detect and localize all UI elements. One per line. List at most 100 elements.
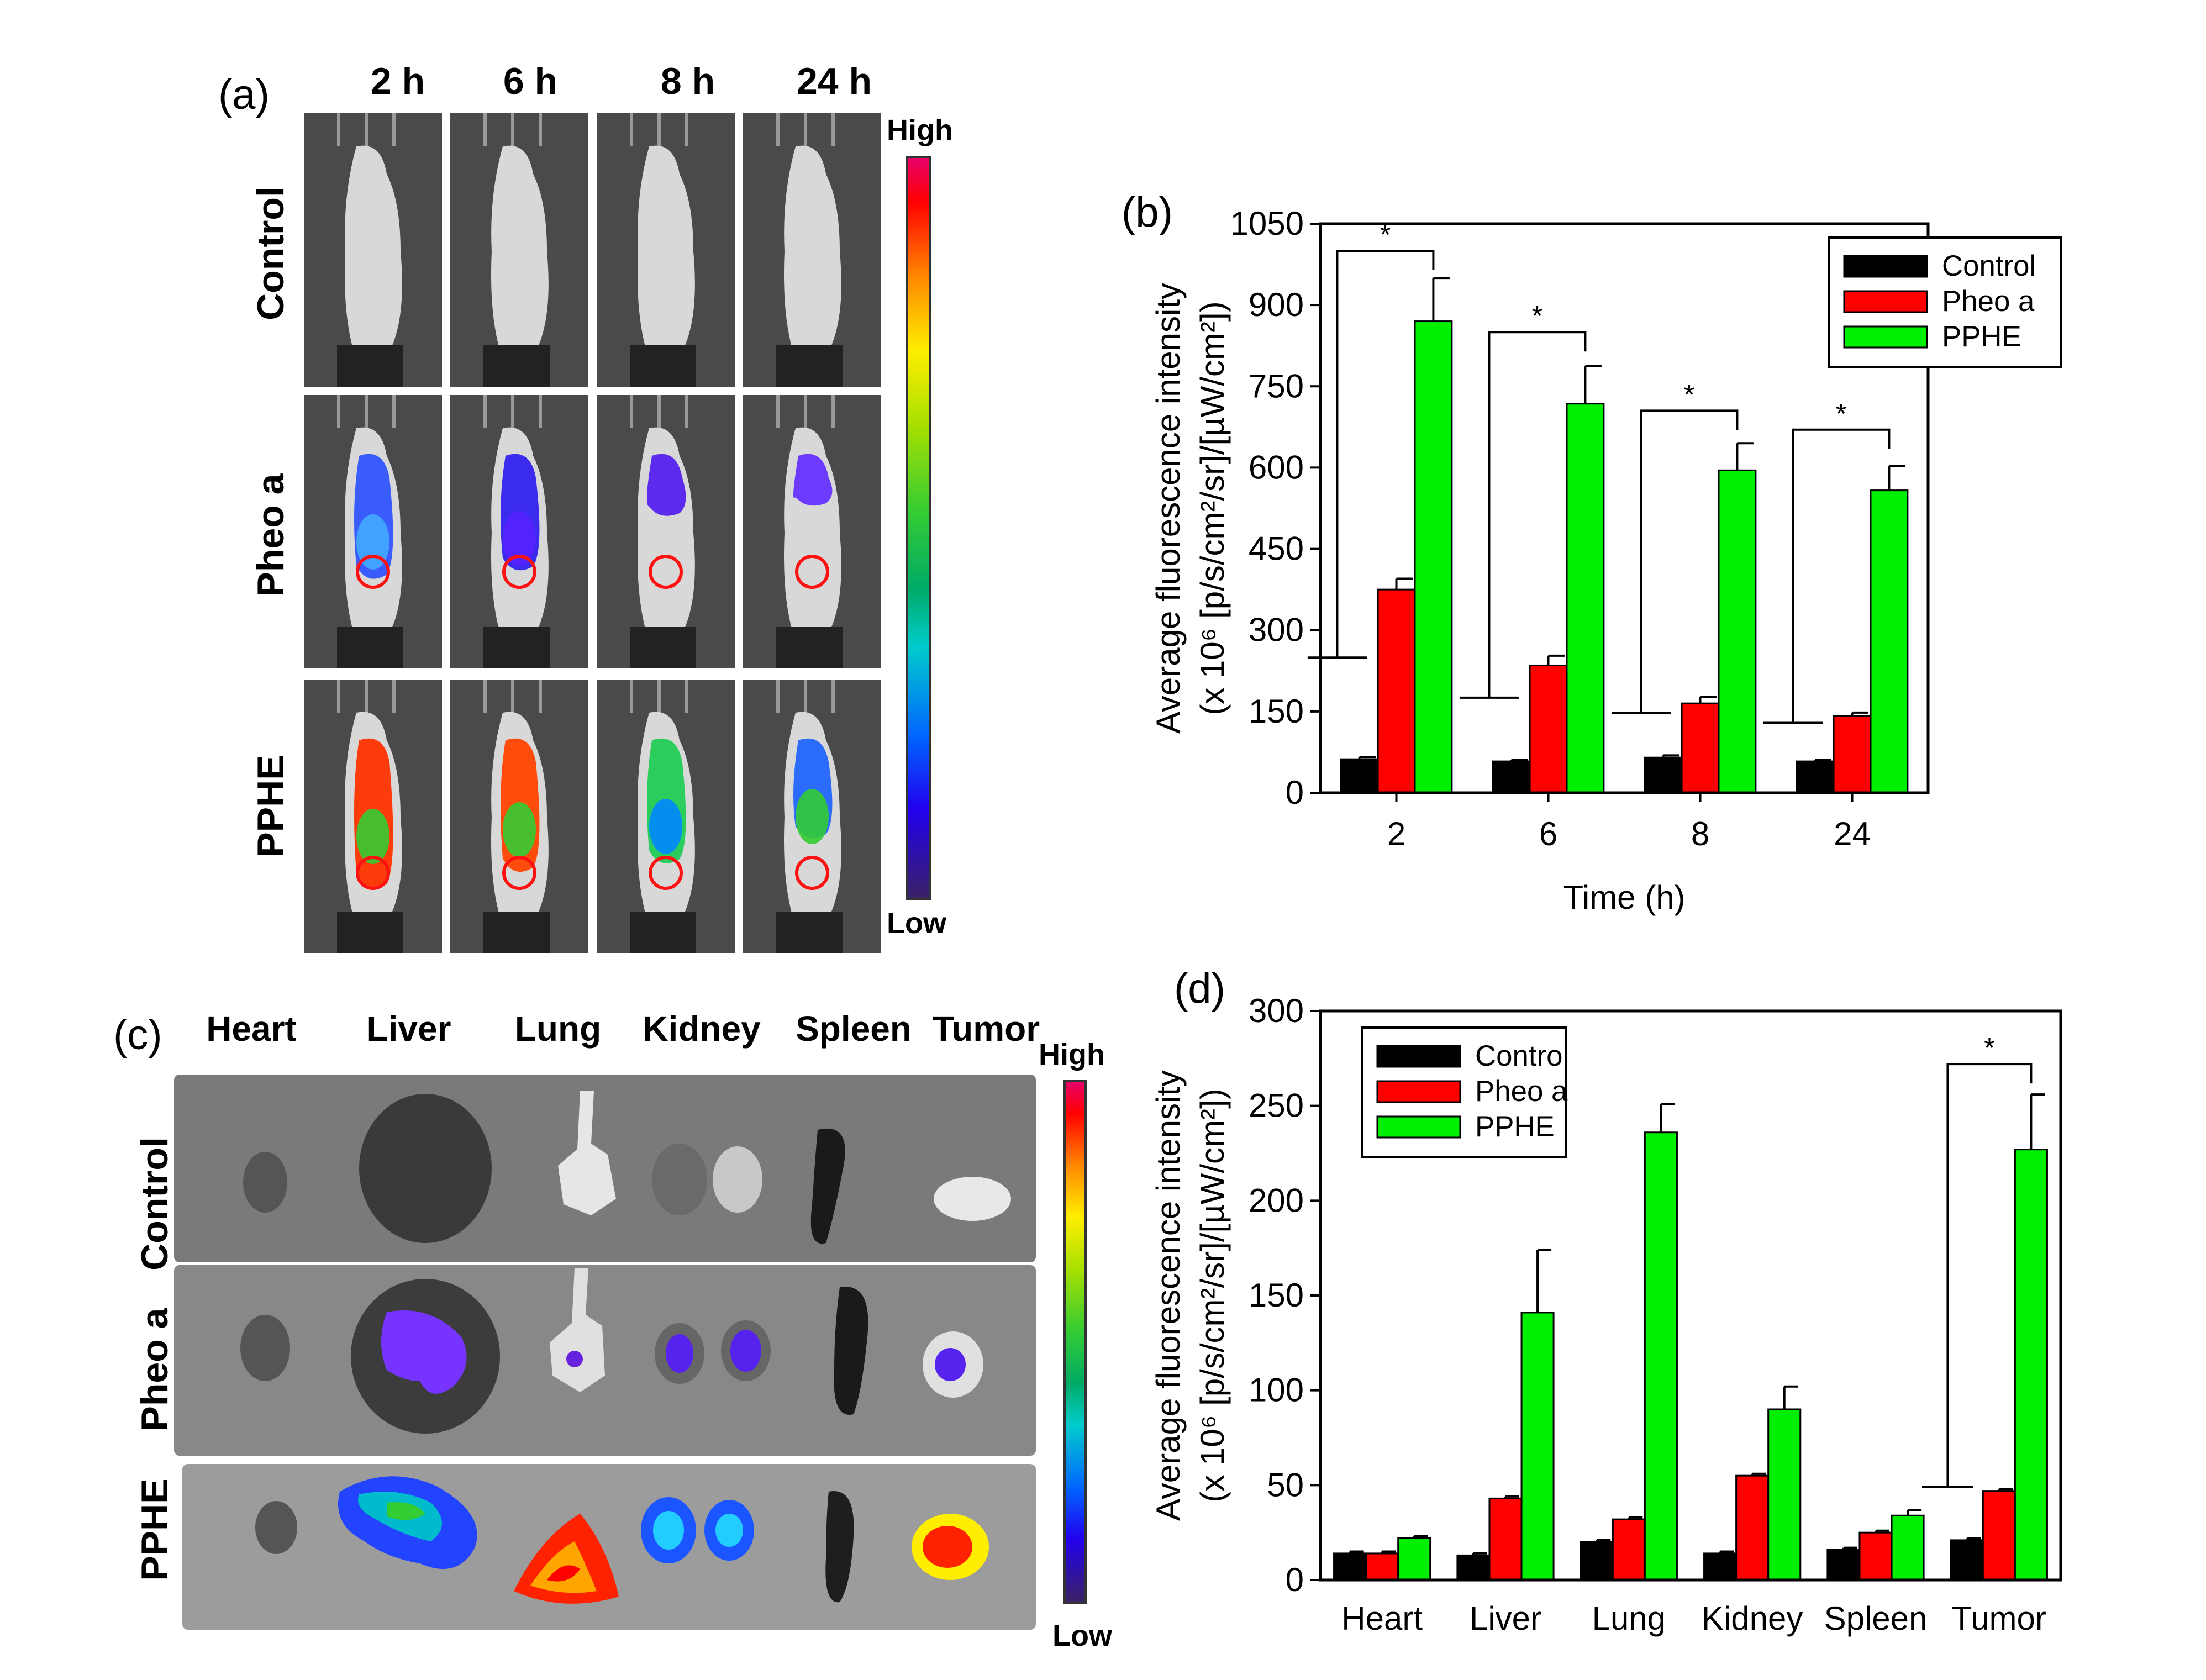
bar-b-control-3 <box>1796 760 1835 794</box>
y-axis-label-2-d: (x 10⁶ [p/s/cm²/sr]/[µW/cm²]) <box>1194 1088 1231 1502</box>
time-label-6h: 6 h <box>503 60 558 102</box>
bar-b-pheo-a-1 <box>1529 664 1568 794</box>
bar-b-pheo-a-0 <box>1377 588 1416 794</box>
y-tick-label-b-3: 450 <box>1249 530 1304 567</box>
bar-d-control-1 <box>1456 1554 1491 1581</box>
sig-star-d-0: * <box>1984 1032 1995 1063</box>
y-tick-label-b-6: 900 <box>1249 286 1304 323</box>
mouse-image-r2-c2 <box>597 680 735 953</box>
bar-d-pheo-a-3 <box>1735 1474 1770 1581</box>
legend-label-b-0: Control <box>1942 250 2036 282</box>
bar-b-control-0 <box>1340 758 1379 794</box>
legend-swatch-d-1 <box>1376 1080 1461 1103</box>
bar-b-pphe-0 <box>1414 320 1453 794</box>
sig-star-b-1: * <box>1531 300 1542 331</box>
plot-frame-b <box>1319 222 1930 794</box>
organ-label-liver: Liver <box>366 1009 451 1049</box>
y-tick-label-b-2: 300 <box>1249 612 1304 649</box>
bar-b-pphe-2 <box>1718 469 1757 794</box>
y-tick-label-d-1: 50 <box>1267 1466 1304 1503</box>
bar-d-pphe-3 <box>1767 1408 1802 1581</box>
bar-d-control-4 <box>1826 1549 1861 1581</box>
bar-d-control-5 <box>1950 1539 1984 1581</box>
legend-swatch-d-0 <box>1376 1045 1461 1068</box>
y-tick-label-d-0: 0 <box>1286 1561 1304 1598</box>
y-tick-label-d-6: 300 <box>1249 992 1304 1029</box>
sig-bracket-b-1 <box>1488 331 1587 698</box>
chart-b: (b) 0 150 300 450 600 750 900 1050 Average fluore… <box>1122 189 2062 916</box>
legend-swatch-b-1 <box>1843 290 1928 313</box>
y-axis-label-d: Average fluorescence intensity <box>1150 1070 1187 1521</box>
plot-frame-d <box>1319 1009 2062 1582</box>
colorbar-a-high: High <box>887 114 953 147</box>
bar-d-pphe-4 <box>1891 1514 1925 1581</box>
organ-label-kidney: Kidney <box>643 1009 761 1049</box>
mouse-image-r0-c0 <box>304 113 442 387</box>
organ-label-heart: Heart <box>206 1009 297 1049</box>
bar-d-pheo-a-1 <box>1488 1497 1523 1581</box>
y-tick-label-b-5: 750 <box>1249 367 1304 404</box>
panel-a-label: (a) <box>218 71 270 118</box>
y-axis-label-b: Average fluorescence intensity <box>1150 283 1187 734</box>
bar-d-pphe-2 <box>1644 1131 1678 1581</box>
x-tick-label-d-2: Lung <box>1592 1600 1666 1637</box>
bar-d-control-2 <box>1580 1541 1614 1581</box>
x-tick-label-d-4: Spleen <box>1824 1600 1928 1637</box>
sig-bracket-d-0 <box>1946 1063 2033 1487</box>
y-tick-label-b-4: 600 <box>1249 449 1304 486</box>
x-tick-label-b-2: 8 <box>1691 815 1709 852</box>
sig-star-b-0: * <box>1380 219 1391 250</box>
y-tick-label-b-7: 1050 <box>1230 205 1304 242</box>
colorbar-c-high: High <box>1039 1038 1105 1071</box>
legend-label-d-2: PPHE <box>1475 1110 1555 1143</box>
sig-bracket-b-3 <box>1792 428 1891 723</box>
bar-b-pphe-3 <box>1870 489 1909 794</box>
mouse-image-r0-c1 <box>450 113 588 387</box>
bar-b-control-2 <box>1644 756 1683 794</box>
bar-d-pphe-5 <box>2014 1149 2048 1581</box>
bar-d-control-0 <box>1333 1552 1367 1581</box>
y-tick-label-d-2: 100 <box>1249 1372 1304 1409</box>
x-tick-label-d-0: Heart <box>1341 1600 1423 1637</box>
x-tick-label-d-5: Tumor <box>1952 1600 2046 1637</box>
mouse-image-r1-c0 <box>304 395 442 668</box>
colorbar-c <box>1063 1080 1087 1604</box>
colorbar-a-low: Low <box>887 907 946 940</box>
legend-label-d-1: Pheo a <box>1475 1075 1568 1108</box>
bar-b-pheo-a-2 <box>1681 702 1720 794</box>
mouse-image-r1-c2 <box>597 395 735 668</box>
x-tick-label-b-0: 2 <box>1387 815 1405 852</box>
bar-d-pheo-a-2 <box>1612 1518 1646 1581</box>
colorbar-c-low: Low <box>1052 1619 1112 1652</box>
panel-label-d: (d) <box>1174 965 1225 1012</box>
bar-b-pphe-1 <box>1566 403 1605 794</box>
sig-bracket-b-2 <box>1640 409 1739 713</box>
x-tick-label-b-1: 6 <box>1539 815 1557 852</box>
bar-d-pheo-a-5 <box>1982 1490 2016 1581</box>
bar-d-pphe-1 <box>1520 1312 1555 1581</box>
legend-label-b-1: Pheo a <box>1942 285 2035 318</box>
sig-bracket-b-0 <box>1336 250 1435 658</box>
time-label-24h: 24 h <box>796 60 872 102</box>
time-label-8h: 8 h <box>660 60 715 102</box>
mouse-image-r2-c1 <box>450 680 588 953</box>
mouse-image-r2-c3 <box>743 680 881 953</box>
panel-label-b: (b) <box>1122 189 1173 236</box>
legend-label-b-2: PPHE <box>1942 320 2021 353</box>
x-tick-label-d-3: Kidney <box>1702 1600 1803 1637</box>
time-label-2h: 2 h <box>370 60 425 102</box>
organ-plate-pphe <box>182 1464 1036 1630</box>
y-tick-label-d-4: 200 <box>1249 1182 1304 1219</box>
bar-d-pheo-a-0 <box>1365 1552 1399 1581</box>
sig-star-b-2: * <box>1683 378 1694 410</box>
y-tick-label-d-3: 150 <box>1249 1277 1304 1314</box>
mouse-image-r0-c3 <box>743 113 881 387</box>
bar-d-control-3 <box>1703 1552 1738 1581</box>
bar-d-pphe-0 <box>1397 1537 1431 1581</box>
organ-label-spleen: Spleen <box>796 1009 912 1049</box>
x-tick-label-d-1: Liver <box>1470 1600 1541 1637</box>
mouse-image-r1-c1 <box>450 395 588 668</box>
bar-d-pheo-a-4 <box>1858 1531 1893 1581</box>
legend-swatch-d-2 <box>1376 1115 1461 1139</box>
organ-plate-pheo-a <box>174 1265 1036 1456</box>
